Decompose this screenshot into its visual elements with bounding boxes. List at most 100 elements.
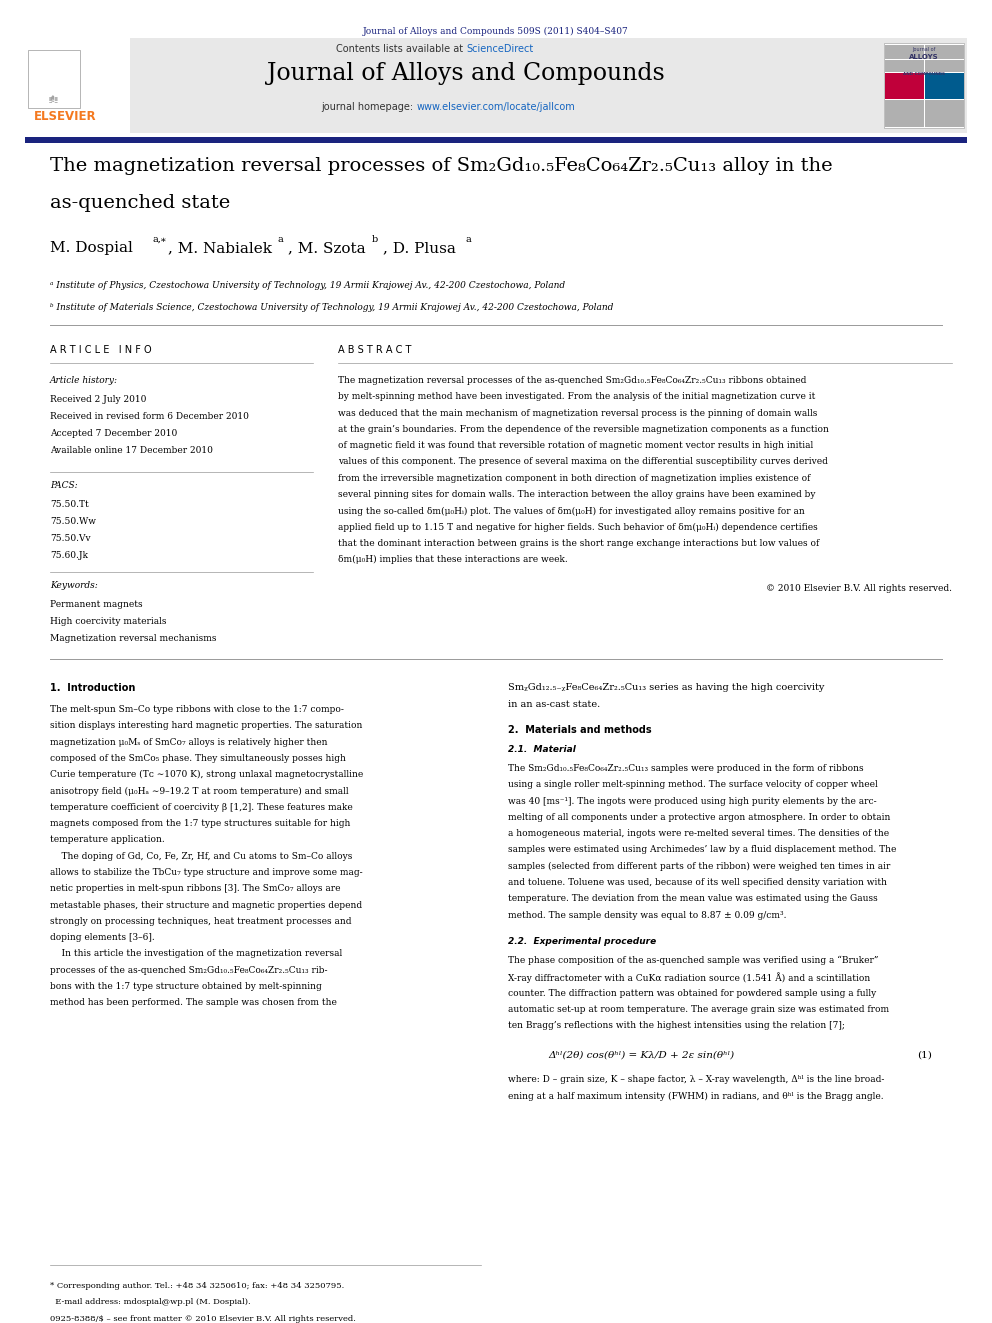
Text: ten Bragg’s reflections with the highest intensities using the relation [7];: ten Bragg’s reflections with the highest… [508, 1021, 845, 1031]
Text: , D. Plusa: , D. Plusa [383, 241, 456, 255]
Text: where: D – grain size, K – shape factor, λ – X-ray wavelength, Δʰˡ is the line b: where: D – grain size, K – shape factor,… [508, 1076, 885, 1085]
Text: Contents lists available at: Contents lists available at [336, 44, 466, 54]
Text: of magnetic field it was found that reversible rotation of magnetic moment vecto: of magnetic field it was found that reve… [338, 441, 813, 450]
Text: Permanent magnets: Permanent magnets [50, 601, 143, 609]
Text: Journal of Alloys and Compounds: Journal of Alloys and Compounds [268, 62, 665, 85]
Text: sition displays interesting hard magnetic properties. The saturation: sition displays interesting hard magneti… [50, 721, 362, 730]
Text: method has been performed. The sample was chosen from the: method has been performed. The sample wa… [50, 999, 337, 1007]
Text: that the dominant interaction between grains is the short range exchange interac: that the dominant interaction between gr… [338, 538, 819, 548]
Text: processes of the as-quenched Sm₂Gd₁₀.₅Fe₈Co₆₄Zr₂.₅Cu₁₃ rib-: processes of the as-quenched Sm₂Gd₁₀.₅Fe… [50, 966, 327, 975]
Bar [885, 61, 924, 71]
Text: several pinning sites for domain walls. The interaction between the alloy grains: several pinning sites for domain walls. … [338, 490, 815, 499]
Text: SmᵪGd₁₂.₅₋ᵪFe₈Ce₆₄Zr₂.₅Cu₁₃ series as having the high coercivity: SmᵪGd₁₂.₅₋ᵪFe₈Ce₆₄Zr₂.₅Cu₁₃ series as ha… [508, 683, 824, 692]
Text: The magnetization reversal processes of Sm₂Gd₁₀.₅Fe₈Co₆₄Zr₂.₅Cu₁₃ alloy in the: The magnetization reversal processes of … [50, 157, 832, 175]
Text: ScienceDirect: ScienceDirect [466, 44, 534, 54]
Text: 75.50.Ww: 75.50.Ww [50, 517, 96, 527]
Text: * Corresponding author. Tel.: +48 34 3250610; fax: +48 34 3250795.: * Corresponding author. Tel.: +48 34 325… [50, 1282, 344, 1290]
Text: (1): (1) [917, 1050, 931, 1060]
Text: composed of the SmCo₅ phase. They simultaneously posses high: composed of the SmCo₅ phase. They simult… [50, 754, 346, 763]
Text: Curie temperature (Tᴄ ∼1070 K), strong unlaxal magnetocrystalline: Curie temperature (Tᴄ ∼1070 K), strong u… [50, 770, 363, 779]
Text: © 2010 Elsevier B.V. All rights reserved.: © 2010 Elsevier B.V. All rights reserved… [766, 583, 952, 593]
Text: ᵃ Institute of Physics, Czestochowa University of Technology, 19 Armii Krajowej : ᵃ Institute of Physics, Czestochowa Univ… [50, 280, 565, 290]
Text: The melt-spun Sm–Co type ribbons with close to the 1:7 compo-: The melt-spun Sm–Co type ribbons with cl… [50, 705, 344, 714]
Text: 2.2.  Experimental procedure: 2.2. Experimental procedure [508, 937, 657, 946]
Text: applied field up to 1.15 T and negative for higher fields. Such behavior of δm(μ: applied field up to 1.15 T and negative … [338, 523, 817, 532]
Text: counter. The diffraction pattern was obtained for powdered sample using a fully: counter. The diffraction pattern was obt… [508, 988, 876, 998]
Text: δm(μ₀H) implies that these interactions are week.: δm(μ₀H) implies that these interactions … [338, 556, 567, 565]
Bar [25, 38, 130, 134]
Text: The Sm₂Gd₁₀.₅Fe₈Co₆₄Zr₂.₅Cu₁₃ samples were produced in the form of ribbons: The Sm₂Gd₁₀.₅Fe₈Co₆₄Zr₂.₅Cu₁₃ samples we… [508, 763, 864, 773]
Text: netic properties in melt-spun ribbons [3]. The SmCo₇ alloys are: netic properties in melt-spun ribbons [3… [50, 884, 340, 893]
Text: Magnetization reversal mechanisms: Magnetization reversal mechanisms [50, 634, 216, 643]
Text: at the grain’s boundaries. From the dependence of the reversible magnetization c: at the grain’s boundaries. From the depe… [338, 425, 829, 434]
Text: using a single roller melt-spinning method. The surface velocity of copper wheel: using a single roller melt-spinning meth… [508, 781, 878, 790]
Text: in an as-cast state.: in an as-cast state. [508, 700, 600, 709]
Text: a,⁎: a,⁎ [152, 235, 166, 243]
Text: ening at a half maximum intensity (FWHM) in radians, and θʰˡ is the Bragg angle.: ening at a half maximum intensity (FWHM)… [508, 1091, 884, 1101]
Text: 0925-8388/$ – see front matter © 2010 Elsevier B.V. All rights reserved.: 0925-8388/$ – see front matter © 2010 El… [50, 1315, 356, 1323]
Text: 2.  Materials and methods: 2. Materials and methods [508, 725, 652, 736]
Text: a: a [277, 235, 283, 243]
Text: The doping of Gd, Co, Fe, Zr, Hf, and Cu atoms to Sm–Co alloys: The doping of Gd, Co, Fe, Zr, Hf, and Cu… [50, 852, 352, 861]
Text: Journal of: Journal of [913, 48, 935, 52]
Text: ~^~: ~^~ [50, 95, 59, 101]
Text: Received in revised form 6 December 2010: Received in revised form 6 December 2010 [50, 411, 249, 421]
Text: journal homepage:: journal homepage: [321, 102, 417, 112]
Text: using the so-called δm(μ₀Hᵢ) plot. The values of δm(μ₀H) for investigated alloy : using the so-called δm(μ₀Hᵢ) plot. The v… [338, 507, 805, 516]
Text: www.elsevier.com/locate/jallcom: www.elsevier.com/locate/jallcom [417, 102, 575, 112]
Text: A R T I C L E   I N F O: A R T I C L E I N F O [50, 345, 152, 355]
Bar [885, 101, 924, 127]
Text: Received 2 July 2010: Received 2 July 2010 [50, 396, 147, 404]
Text: magnets composed from the 1:7 type structures suitable for high: magnets composed from the 1:7 type struc… [50, 819, 350, 828]
Text: , M. Nabialek: , M. Nabialek [168, 241, 272, 255]
Text: temperature. The deviation from the mean value was estimated using the Gauss: temperature. The deviation from the mean… [508, 894, 878, 904]
Text: Δʰˡ(2θ) cos(θʰˡ) = Kλ/D + 2ε sin(θʰˡ): Δʰˡ(2θ) cos(θʰˡ) = Kλ/D + 2ε sin(θʰˡ) [548, 1050, 734, 1060]
Text: by melt-spinning method have been investigated. From the analysis of the initial: by melt-spinning method have been invest… [338, 393, 815, 401]
Text: from the irreversible magnetization component in both direction of magnetization: from the irreversible magnetization comp… [338, 474, 810, 483]
Text: Article history:: Article history: [50, 376, 118, 385]
Bar [885, 45, 924, 60]
Text: and toluene. Toluene was used, because of its well specified density variation w: and toluene. Toluene was used, because o… [508, 878, 887, 888]
Text: The phase composition of the as-quenched sample was verified using a “Bruker”: The phase composition of the as-quenched… [508, 957, 879, 966]
Text: Keywords:: Keywords: [50, 581, 98, 590]
Text: automatic set-up at room temperature. The average grain size was estimated from: automatic set-up at room temperature. Th… [508, 1005, 889, 1013]
Text: metastable phases, their structure and magnetic properties depend: metastable phases, their structure and m… [50, 901, 362, 910]
Text: ~^~: ~^~ [50, 99, 59, 103]
Text: , M. Szota: , M. Szota [288, 241, 366, 255]
Text: samples (selected from different parts of the ribbon) were weighed ten times in : samples (selected from different parts o… [508, 861, 891, 871]
Text: ALLOYS: ALLOYS [910, 54, 938, 60]
Text: Available online 17 December 2010: Available online 17 December 2010 [50, 446, 213, 455]
Text: In this article the investigation of the magnetization reversal: In this article the investigation of the… [50, 950, 342, 958]
Text: a: a [465, 235, 471, 243]
Text: ᵇ Institute of Materials Science, Czestochowa University of Technology, 19 Armii: ᵇ Institute of Materials Science, Czesto… [50, 303, 613, 312]
Bar [885, 73, 924, 99]
Text: doping elements [3–6].: doping elements [3–6]. [50, 933, 155, 942]
Text: anisotropy field (μ₀Hₐ ∼9–19.2 T at room temperature) and small: anisotropy field (μ₀Hₐ ∼9–19.2 T at room… [50, 786, 348, 795]
Text: 2.1.  Material: 2.1. Material [508, 745, 576, 754]
Bar [925, 61, 964, 71]
Text: Accepted 7 December 2010: Accepted 7 December 2010 [50, 429, 178, 438]
Text: temperature coefficient of coercivity β [1,2]. These features make: temperature coefficient of coercivity β … [50, 803, 353, 812]
Text: melting of all components under a protective argon atmosphere. In order to obtai: melting of all components under a protec… [508, 812, 891, 822]
Text: 75.50.Vv: 75.50.Vv [50, 534, 90, 542]
Text: ~^~: ~^~ [50, 99, 59, 105]
Text: bons with the 1:7 type structure obtained by melt-spinning: bons with the 1:7 type structure obtaine… [50, 982, 321, 991]
Text: AND COMPOUNDS: AND COMPOUNDS [903, 71, 945, 75]
Text: PACS:: PACS: [50, 482, 77, 490]
Text: values of this component. The presence of several maxima on the differential sus: values of this component. The presence o… [338, 458, 828, 467]
Text: A B S T R A C T: A B S T R A C T [338, 345, 412, 355]
Text: M. Dospial: M. Dospial [50, 241, 133, 255]
Bar [25, 38, 967, 134]
Text: was 40 [ms⁻¹]. The ingots were produced using high purity elements by the arc-: was 40 [ms⁻¹]. The ingots were produced … [508, 796, 877, 806]
Text: 75.60.Jk: 75.60.Jk [50, 550, 88, 560]
Text: ~^~: ~^~ [50, 97, 59, 101]
Bar [884, 44, 964, 128]
Text: b: b [372, 235, 378, 243]
Text: ~^~: ~^~ [50, 98, 59, 102]
Text: was deduced that the main mechanism of magnetization reversal process is the pin: was deduced that the main mechanism of m… [338, 409, 817, 418]
Text: High coercivity materials: High coercivity materials [50, 617, 167, 626]
Bar [925, 45, 964, 60]
Text: strongly on processing techniques, heat treatment processes and: strongly on processing techniques, heat … [50, 917, 351, 926]
Text: allows to stabilize the TbCu₇ type structure and improve some mag-: allows to stabilize the TbCu₇ type struc… [50, 868, 363, 877]
Bar [925, 101, 964, 127]
